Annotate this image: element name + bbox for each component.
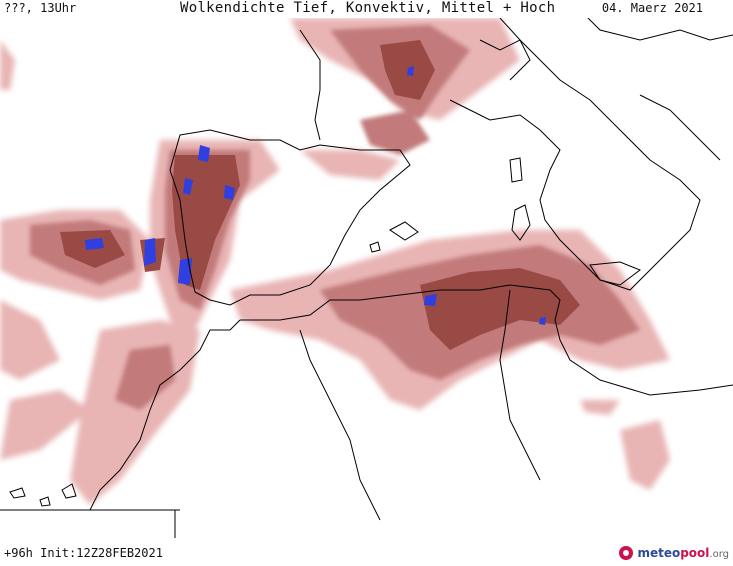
logo-wordmark: meteopool.org: [637, 546, 729, 560]
location-time-label: ???, 13Uhr: [4, 1, 77, 15]
islands: [9, 483, 77, 507]
forecast-date: 04. Maerz 2021: [601, 1, 703, 15]
map-header: ???, 13Uhr Wolkendichte Tief, Konvektiv,…: [0, 0, 733, 18]
logo-part-org: .org: [709, 549, 729, 560]
logo-part-pool: pool: [680, 546, 710, 560]
meteopool-logo[interactable]: meteopool.org: [619, 543, 729, 563]
forecast-run-label: +96h Init:12Z28FEB2021: [4, 546, 163, 560]
cloud-layer-max: [85, 66, 546, 325]
coastlines: [0, 18, 733, 538]
meteopool-logo-icon: [619, 546, 634, 560]
map-title: Wolkendichte Tief, Konvektiv, Mittel + H…: [180, 0, 556, 16]
logo-part-meteo: meteo: [637, 546, 681, 560]
cloud-density-map: [0, 18, 733, 538]
